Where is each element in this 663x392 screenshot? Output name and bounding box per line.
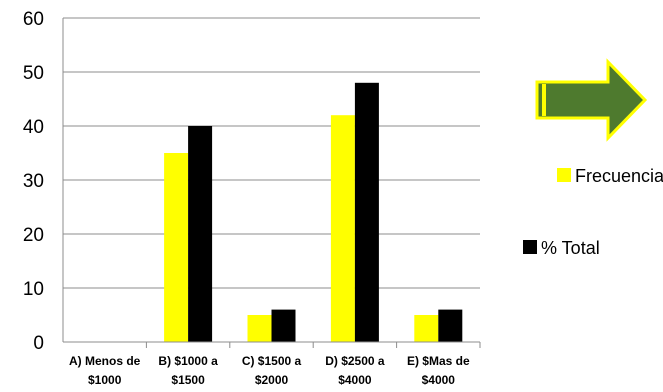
axes xyxy=(62,18,481,348)
gridlines xyxy=(63,17,480,289)
x-category-label: E) $Mas de xyxy=(407,354,470,368)
legend-item-frecuencia: Frecuencia xyxy=(557,166,663,186)
y-tick-label: 10 xyxy=(23,279,44,300)
y-tick-label: 0 xyxy=(33,333,44,354)
bar-frecuencia xyxy=(330,115,355,342)
bar-total xyxy=(354,82,379,343)
bar-frecuencia xyxy=(164,153,189,342)
x-category-label: $1000 xyxy=(88,373,122,387)
right-arrow-icon xyxy=(535,58,648,142)
y-tick-label: 40 xyxy=(23,117,44,138)
legend-swatch xyxy=(557,168,571,182)
y-tick-labels: 0 10 20 30 40 50 60 xyxy=(23,9,44,354)
y-tick-label: 50 xyxy=(23,63,44,84)
y-tick-label: 30 xyxy=(23,171,44,192)
x-category-label: $4000 xyxy=(422,373,456,387)
legend-label-total: % Total xyxy=(541,238,600,258)
x-category-label: D) $2500 a xyxy=(325,354,385,368)
x-category-label: A) Menos de xyxy=(69,354,141,368)
bar-total xyxy=(271,309,296,342)
bars xyxy=(164,82,463,343)
bar-frecuencia xyxy=(414,315,439,342)
x-category-label: C) $1500 a xyxy=(242,354,302,368)
x-category-label: B) $1000 a xyxy=(158,354,218,368)
y-tick-label: 60 xyxy=(23,9,44,30)
legend-item-total: % Total xyxy=(523,238,600,258)
x-category-label: $2000 xyxy=(255,373,289,387)
x-category-label: $4000 xyxy=(338,373,372,387)
x-category-labels: A) Menos de $1000 B) $1000 a $1500 C) $1500 … xyxy=(69,354,470,387)
legend: Frecuencia % Total xyxy=(523,166,663,258)
legend-label-frecuencia: Frecuencia xyxy=(575,166,663,186)
bar-total xyxy=(438,309,463,342)
legend-swatch xyxy=(523,240,537,254)
bar-frecuencia xyxy=(247,315,272,342)
x-category-label: $1500 xyxy=(171,373,205,387)
y-tick-label: 20 xyxy=(23,225,44,246)
bar-total xyxy=(188,126,213,342)
